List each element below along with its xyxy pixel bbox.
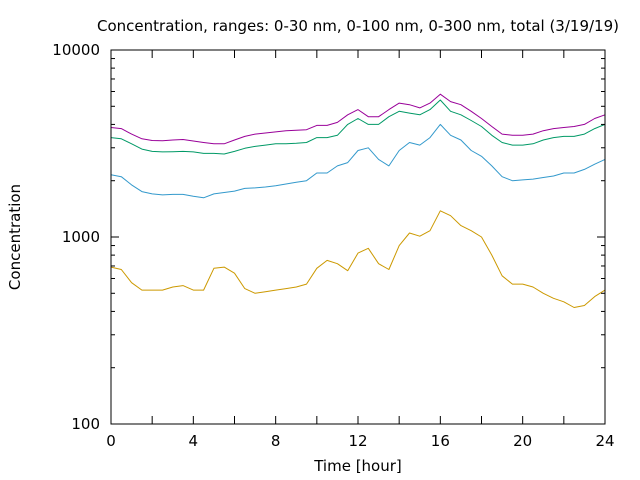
x-tick-label: 8: [271, 432, 281, 450]
series-line-2: [110, 123, 606, 199]
series-layer: [110, 93, 606, 308]
x-tick-label: 24: [595, 432, 614, 450]
y-tick-label: 10000: [52, 41, 100, 59]
chart-title: Concentration, ranges: 0-30 nm, 0-100 nm…: [97, 17, 619, 35]
axes-layer: 0 4 8 12 16 20 24 100 1000 10000: [52, 41, 614, 450]
x-tick-label: 20: [513, 432, 532, 450]
x-tick-label: 0: [106, 432, 116, 450]
series-line-4: [110, 93, 606, 145]
y-tick-label: 1000: [62, 228, 100, 246]
plot-frame: [110, 49, 606, 425]
x-tick-label: 12: [348, 432, 367, 450]
series-line-1: [110, 210, 606, 308]
y-axis-label: Concentration: [6, 184, 24, 290]
series-line-3: [110, 99, 606, 155]
y-tick-label: 100: [71, 415, 100, 433]
x-tick-label: 16: [431, 432, 450, 450]
x-axis-label: Time [hour]: [313, 457, 402, 475]
x-tick-label: 4: [189, 432, 199, 450]
